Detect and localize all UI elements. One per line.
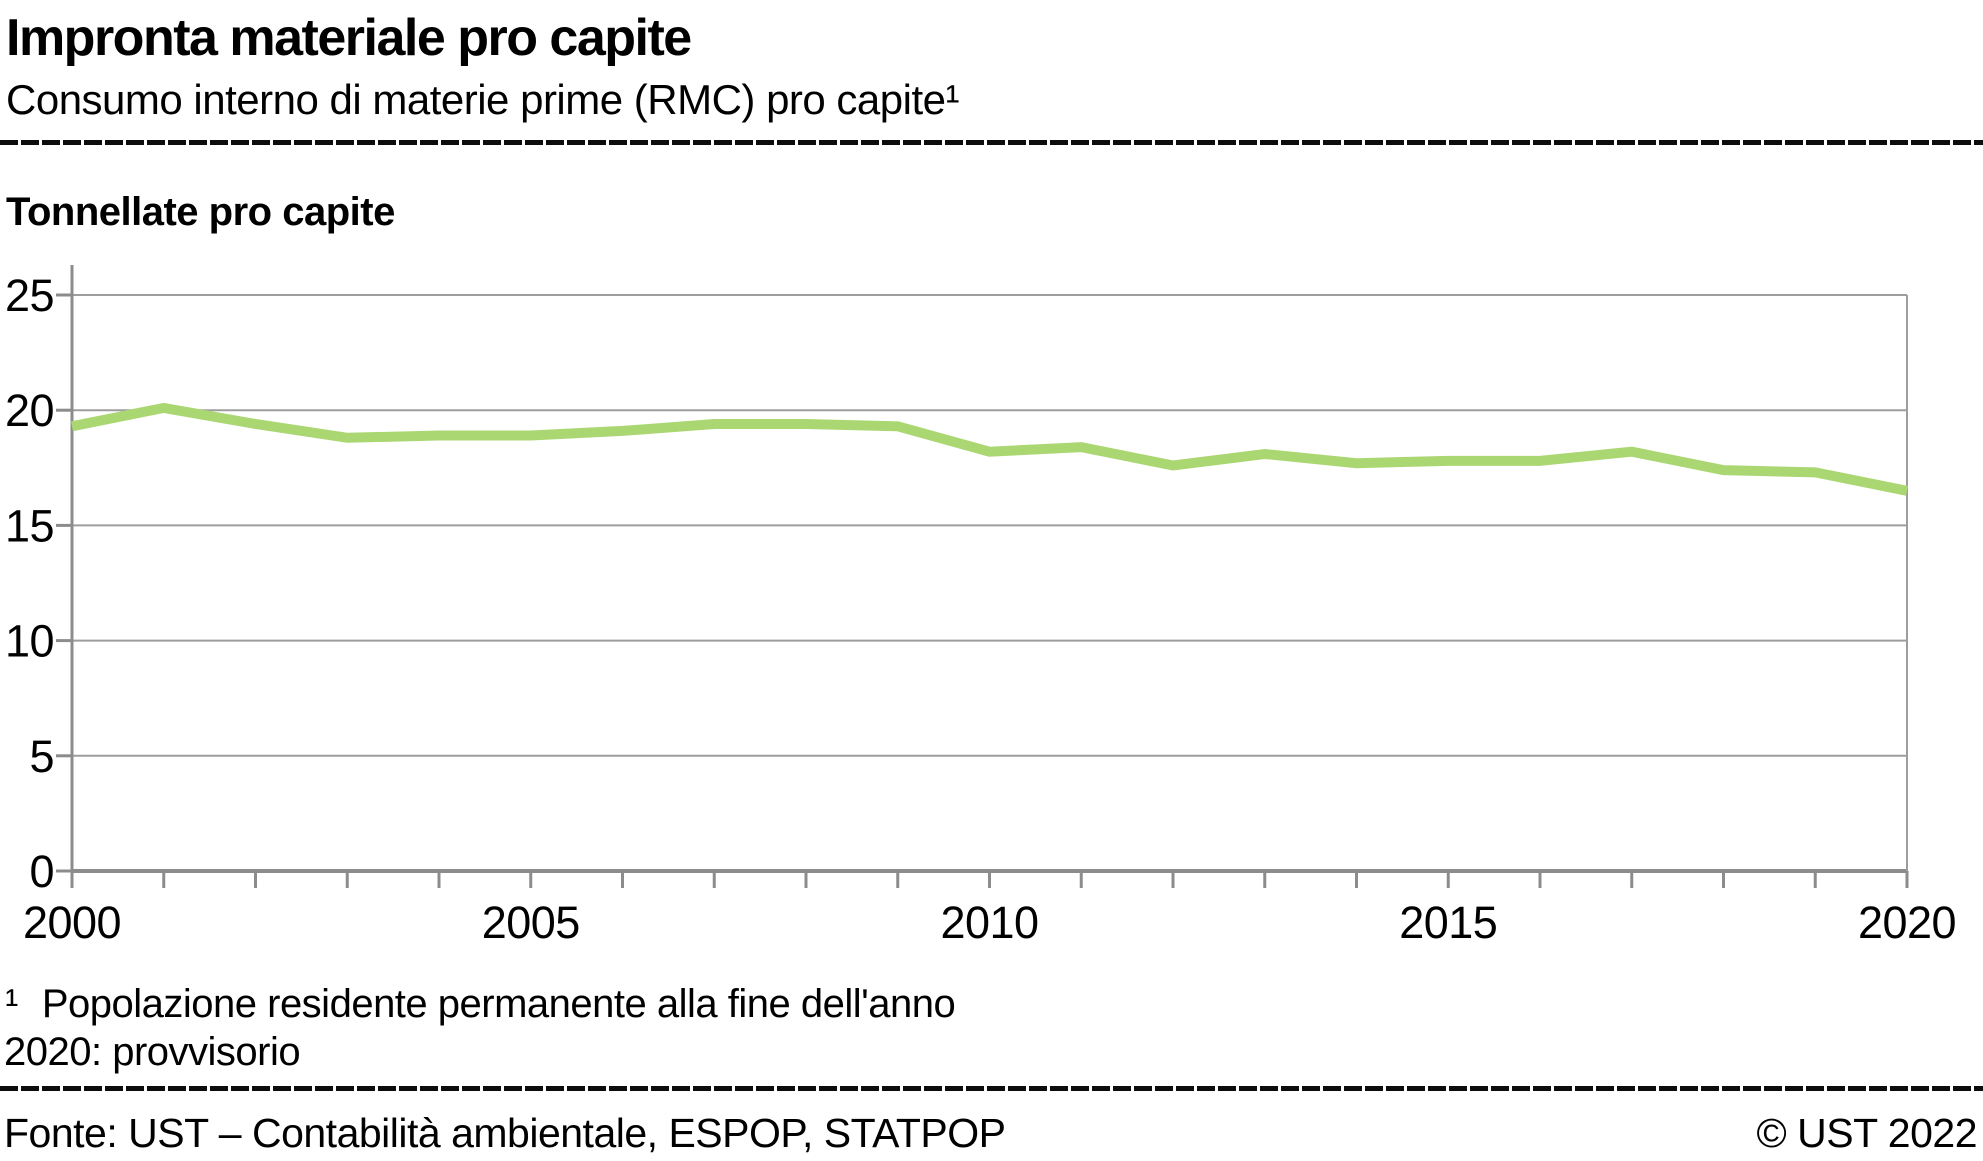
footnote-2: 2020: provvisorio bbox=[4, 1030, 301, 1074]
data-line-0 bbox=[71, 402, 1908, 496]
x-tick-label-2020: 2020 bbox=[1858, 897, 1956, 948]
footnote-1: ¹ Popolazione residente permanente alla f… bbox=[5, 982, 956, 1027]
y-tick-label-25: 25 bbox=[5, 270, 54, 321]
x-tick-label-2000: 2000 bbox=[23, 897, 121, 948]
footnote-1-text: Popolazione residente permanente alla fi… bbox=[41, 982, 956, 1026]
copyright-text: © UST 2022 bbox=[1756, 1110, 1978, 1156]
y-tick-label-5: 5 bbox=[29, 731, 54, 782]
y-tick-label-10: 10 bbox=[5, 616, 54, 667]
x-tick-label-2010: 2010 bbox=[940, 897, 1038, 948]
page-title: Impronta materiale pro capite bbox=[6, 9, 692, 67]
divider-top bbox=[0, 140, 1983, 145]
y-tick-label-15: 15 bbox=[5, 500, 54, 551]
y-axis-title: Tonnellate pro capite bbox=[6, 190, 395, 234]
y-tick-label-0: 0 bbox=[29, 846, 54, 897]
divider-bottom bbox=[0, 1086, 1983, 1091]
page-subtitle: Consumo interno di materie prime (RMC) p… bbox=[6, 76, 960, 123]
x-tick-label-2015: 2015 bbox=[1399, 897, 1497, 948]
source-text: Fonte: UST – Contabilità ambientale, ESP… bbox=[4, 1110, 1006, 1156]
footnote-marker: ¹ bbox=[5, 982, 18, 1026]
x-tick-label-2005: 2005 bbox=[482, 897, 580, 948]
y-tick-label-20: 20 bbox=[5, 385, 54, 436]
